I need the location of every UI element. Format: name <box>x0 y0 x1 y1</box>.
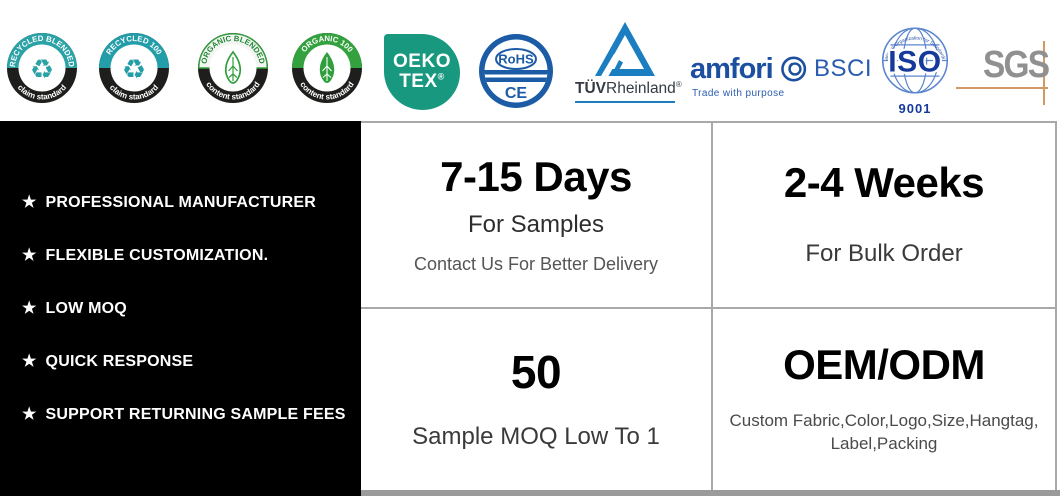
leaf-icon <box>319 52 335 83</box>
star-icon: ★ <box>22 405 37 423</box>
sample-lead-time-note: Contact Us For Better Delivery <box>413 253 659 274</box>
recycled-blended-badge-icon: ♻ RECYCLED BLENDED claim standard <box>7 33 77 103</box>
feature-list: ★ PROFESSIONAL MANUFACTURER ★ FLEXIBLE C… <box>0 121 361 423</box>
recycle-icon: ♻ <box>30 55 54 85</box>
recycled-100-badge-icon: ♻ RECYCLED 100 claim standard <box>99 33 169 103</box>
leaf-outline-icon <box>224 50 242 84</box>
tuv-underline <box>575 101 675 104</box>
sgs-wordmark: SGS <box>983 44 1050 86</box>
rohs-bars <box>484 70 548 82</box>
feature-label: PROFESSIONAL MANUFACTURER <box>45 193 317 211</box>
cell-oem-odm: OEM/ODM Custom Fabric,Color,Logo,Size,Ha… <box>713 309 1055 490</box>
feature-item-quick-response: ★ QUICK RESPONSE <box>22 353 361 370</box>
grid-divider-vertical <box>711 121 713 491</box>
iso-wordmark: ISO <box>888 46 941 79</box>
grid-border-right <box>1055 121 1057 491</box>
tuv-wordmark: TÜVRheinland® <box>575 80 682 98</box>
bulk-lead-time-value: 2-4 Weeks <box>783 159 985 206</box>
feature-item-support-returning-sample-fees: ★ SUPPORT RETURNING SAMPLE FEES <box>22 406 361 423</box>
sgs-vertical-line <box>1043 41 1045 105</box>
organic-100-badge-icon: ORGANIC 100 content standard <box>292 33 362 103</box>
grid-border-top <box>361 121 1057 123</box>
grid-divider-horizontal <box>361 307 1057 309</box>
feature-item-low-moq: ★ LOW MOQ <box>22 300 361 317</box>
iso-9001-logo: International Organization for Standardi… <box>875 22 954 116</box>
oem-odm-title: OEM/ODM <box>783 341 985 389</box>
iso-globe-icon: International Organization for Standardi… <box>875 22 949 94</box>
feature-item-flexible-customization: ★ FLEXIBLE CUSTOMIZATION. <box>22 247 361 264</box>
iso-number: 9001 <box>898 101 932 116</box>
certification-logo-strip: ♻ RECYCLED BLENDED claim standard ♻ RECY… <box>0 0 1060 121</box>
feature-sidebar: ★ PROFESSIONAL MANUFACTURER ★ FLEXIBLE C… <box>0 121 361 496</box>
feature-label: FLEXIBLE CUSTOMIZATION. <box>45 246 269 264</box>
cell-sample-lead-time: 7-15 Days For Samples Contact Us For Bet… <box>361 123 711 307</box>
section-divider-bar <box>361 490 1060 496</box>
oem-odm-note: Custom Fabric,Color,Logo,Size,Hangtag, L… <box>729 411 1039 453</box>
tuv-rheinland-logo: TÜVRheinland® <box>575 19 682 104</box>
cell-bulk-lead-time: 2-4 Weeks For Bulk Order <box>713 123 1055 307</box>
amfori-wordmark: amfori <box>690 52 774 85</box>
sgs-logo: SGS <box>956 40 1058 106</box>
amfori-ring-icon <box>780 56 806 82</box>
organic-blended-badge-icon: ORGANIC BLENDED content standard <box>198 33 268 103</box>
sgs-horizontal-line <box>956 87 1048 89</box>
sample-moq-label: Sample MOQ Low To 1 <box>412 422 660 450</box>
cell-sample-moq: 50 Sample MOQ Low To 1 <box>361 309 711 490</box>
ce-mark: CE <box>505 85 528 102</box>
feature-label: SUPPORT RETURNING SAMPLE FEES <box>45 405 346 423</box>
bulk-lead-time-label: For Bulk Order <box>805 240 963 267</box>
sample-lead-time-value: 7-15 Days <box>440 152 632 200</box>
feature-label: LOW MOQ <box>45 299 127 317</box>
star-icon: ★ <box>22 299 37 317</box>
registered-mark: ® <box>437 71 445 82</box>
registered-mark: ® <box>675 80 682 89</box>
bsci-wordmark: BSCI <box>813 55 872 82</box>
oeko-tex-logo: OEKO TEX® <box>384 34 460 110</box>
star-icon: ★ <box>22 246 37 264</box>
rohs-ce-logo: RoHS CE <box>479 34 553 108</box>
sample-lead-time-label: For Samples <box>467 210 605 238</box>
feature-label: QUICK RESPONSE <box>45 352 194 370</box>
amfori-tagline: Trade with purpose <box>692 88 785 99</box>
lead-time-info-grid: 7-15 Days For Samples Contact Us For Bet… <box>361 121 1060 496</box>
rohs-text: RoHS <box>498 52 534 67</box>
sample-moq-value: 50 <box>510 345 562 398</box>
recycle-icon: ♻ <box>122 55 146 85</box>
feature-item-professional-manufacturer: ★ PROFESSIONAL MANUFACTURER <box>22 194 361 211</box>
oeko-line2: TEX® <box>399 71 445 92</box>
amfori-bsci-logo: amfori BSCI Trade with purpose <box>690 53 872 99</box>
tuv-triangle-icon <box>595 22 655 76</box>
star-icon: ★ <box>22 352 37 370</box>
oeko-line1: OEKO <box>393 50 451 72</box>
star-icon: ★ <box>22 193 37 211</box>
